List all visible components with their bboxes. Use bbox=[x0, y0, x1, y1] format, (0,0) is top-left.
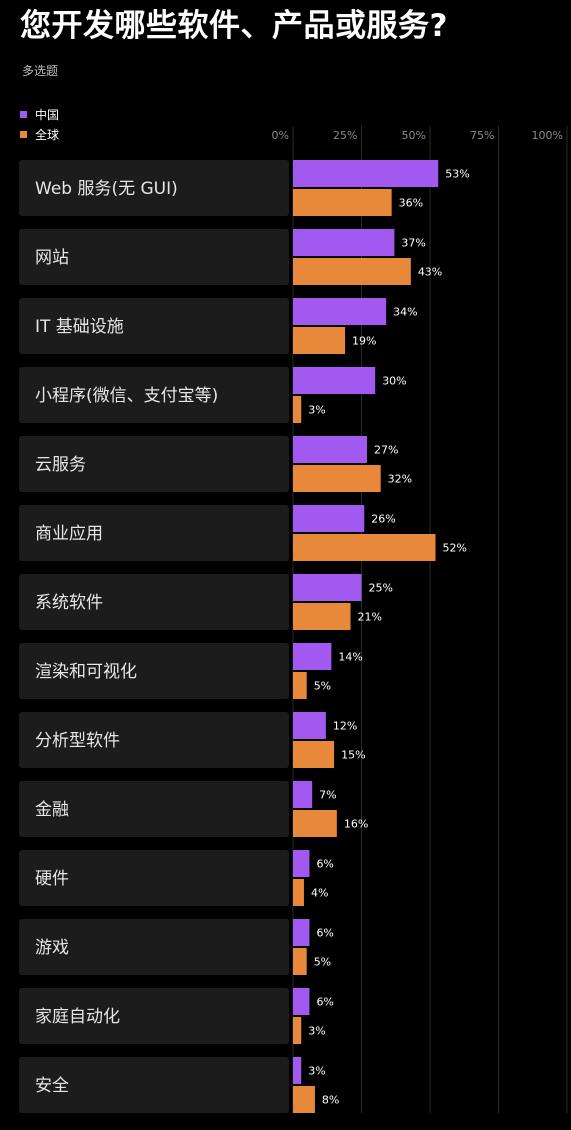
bar-china bbox=[293, 919, 310, 946]
legend-label-global: 全球 bbox=[35, 127, 60, 142]
category-label-bg bbox=[19, 919, 289, 975]
bar-china bbox=[293, 988, 310, 1015]
x-tick-label: 100% bbox=[532, 129, 563, 142]
category-label: 金融 bbox=[35, 800, 69, 820]
category-label: 硬件 bbox=[35, 869, 69, 889]
value-label-china: 3% bbox=[308, 1065, 325, 1078]
bar-china bbox=[293, 298, 387, 325]
category-label-bg bbox=[19, 436, 289, 492]
category-label: 网站 bbox=[35, 248, 69, 268]
bar-china bbox=[293, 1057, 302, 1084]
bar-global bbox=[293, 1017, 302, 1044]
legend-swatch-global bbox=[20, 130, 27, 138]
legend: 中国 全球 bbox=[20, 104, 59, 144]
value-label-china: 7% bbox=[319, 789, 336, 802]
category-label: 安全 bbox=[35, 1076, 69, 1096]
value-label-china: 37% bbox=[401, 237, 425, 250]
value-label-china: 34% bbox=[393, 306, 417, 319]
value-label-china: 27% bbox=[374, 444, 398, 457]
category-label-bg bbox=[19, 367, 289, 423]
x-tick-label: 50% bbox=[402, 129, 426, 142]
bar-global bbox=[293, 327, 346, 354]
value-label-china: 26% bbox=[371, 513, 395, 526]
value-label-china: 25% bbox=[369, 582, 393, 595]
x-tick-label: 0% bbox=[272, 129, 289, 142]
bar-china bbox=[293, 574, 362, 601]
category-label-bg bbox=[19, 850, 289, 906]
bar-global bbox=[293, 258, 411, 285]
category-label-bg bbox=[19, 298, 289, 354]
category-label: 商业应用 bbox=[35, 524, 103, 544]
bar-global bbox=[293, 672, 307, 699]
value-label-global: 36% bbox=[399, 197, 423, 210]
legend-swatch-china bbox=[20, 110, 27, 118]
value-label-global: 19% bbox=[352, 335, 376, 348]
category-label-bg bbox=[19, 505, 289, 561]
bar-china bbox=[293, 850, 310, 877]
bar-global bbox=[293, 879, 304, 906]
category-label: IT 基础设施 bbox=[35, 317, 124, 337]
bar-global bbox=[293, 396, 302, 423]
bar-global bbox=[293, 948, 307, 975]
value-label-global: 3% bbox=[308, 404, 325, 417]
category-label-bg bbox=[19, 643, 289, 699]
bar-china bbox=[293, 367, 376, 394]
category-label: 系统软件 bbox=[35, 593, 103, 613]
legend-item-global: 全球 bbox=[20, 124, 59, 144]
bar-china bbox=[293, 229, 395, 256]
category-label: 家庭自动化 bbox=[35, 1007, 120, 1027]
value-label-china: 30% bbox=[382, 375, 406, 388]
bar-china bbox=[293, 712, 326, 739]
x-tick-label: 25% bbox=[333, 129, 357, 142]
chart-subtitle: 多选题 bbox=[22, 64, 59, 78]
category-label-bg bbox=[19, 781, 289, 837]
value-label-global: 21% bbox=[358, 611, 382, 624]
category-label-bg bbox=[19, 574, 289, 630]
bar-global bbox=[293, 189, 392, 216]
bar-china bbox=[293, 781, 313, 808]
bar-global bbox=[293, 810, 337, 837]
category-label: 分析型软件 bbox=[35, 731, 120, 751]
legend-label-china: 中国 bbox=[35, 107, 60, 122]
value-label-global: 52% bbox=[442, 542, 466, 555]
value-label-china: 53% bbox=[445, 168, 469, 181]
legend-item-china: 中国 bbox=[20, 104, 59, 124]
category-label: 小程序(微信、支付宝等) bbox=[35, 386, 218, 406]
category-label-bg bbox=[19, 160, 289, 216]
x-tick-label: 75% bbox=[470, 129, 494, 142]
value-label-china: 6% bbox=[316, 927, 333, 940]
value-label-global: 4% bbox=[311, 887, 328, 900]
category-label: 渲染和可视化 bbox=[35, 662, 137, 682]
value-label-global: 5% bbox=[314, 956, 331, 969]
value-label-global: 3% bbox=[308, 1025, 325, 1038]
category-label-bg bbox=[19, 1057, 289, 1113]
bar-global bbox=[293, 603, 351, 630]
bar-global bbox=[293, 741, 335, 768]
category-label-bg bbox=[19, 229, 289, 285]
value-label-china: 12% bbox=[333, 720, 357, 733]
bar-global bbox=[293, 1086, 315, 1113]
category-label: 游戏 bbox=[35, 938, 69, 958]
category-label-bg bbox=[19, 988, 289, 1044]
bar-china bbox=[293, 505, 365, 532]
value-label-china: 6% bbox=[316, 996, 333, 1009]
value-label-global: 15% bbox=[341, 749, 365, 762]
value-label-global: 43% bbox=[418, 266, 442, 279]
bar-china bbox=[293, 160, 439, 187]
bar-global bbox=[293, 465, 381, 492]
value-label-global: 16% bbox=[344, 818, 368, 831]
bar-china bbox=[293, 643, 332, 670]
value-label-china: 6% bbox=[316, 858, 333, 871]
value-label-global: 5% bbox=[314, 680, 331, 693]
category-label: 云服务 bbox=[35, 455, 86, 475]
bar-global bbox=[293, 534, 436, 561]
category-label: Web 服务(无 GUI) bbox=[35, 179, 178, 199]
value-label-global: 32% bbox=[388, 473, 412, 486]
chart-title: 您开发哪些软件、产品或服务? bbox=[20, 8, 448, 44]
value-label-china: 14% bbox=[338, 651, 362, 664]
value-label-global: 8% bbox=[322, 1094, 339, 1107]
bar-china bbox=[293, 436, 367, 463]
category-label-bg bbox=[19, 712, 289, 768]
